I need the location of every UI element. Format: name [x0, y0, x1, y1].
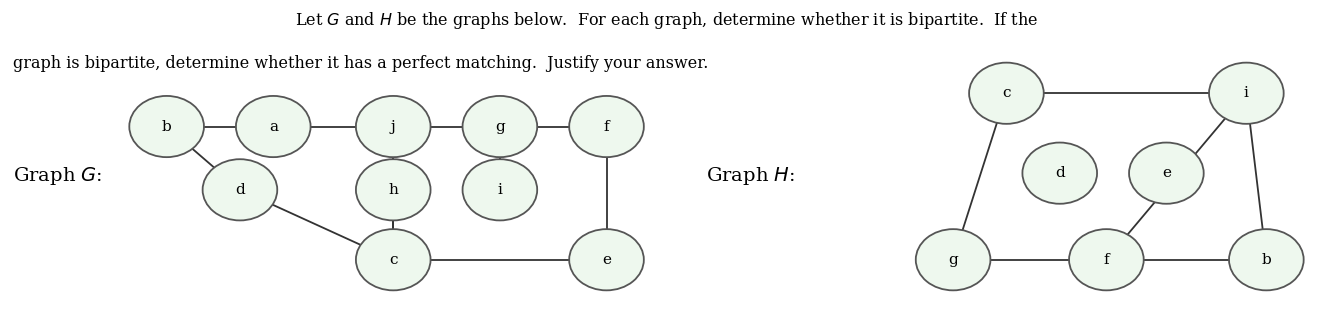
Text: e: e: [603, 253, 611, 267]
Text: f: f: [1104, 253, 1109, 267]
Text: graph is bipartite, determine whether it has a perfect matching.  Justify your a: graph is bipartite, determine whether it…: [13, 55, 709, 72]
Text: c: c: [1002, 86, 1010, 100]
Ellipse shape: [569, 229, 644, 290]
Ellipse shape: [1229, 229, 1304, 290]
Ellipse shape: [969, 63, 1044, 124]
Text: b: b: [161, 120, 172, 134]
Text: d: d: [1054, 166, 1065, 180]
Text: b: b: [1261, 253, 1272, 267]
Text: Graph $G$:: Graph $G$:: [13, 166, 103, 187]
Ellipse shape: [463, 159, 537, 220]
Ellipse shape: [916, 229, 990, 290]
Ellipse shape: [356, 96, 431, 157]
Ellipse shape: [1209, 63, 1284, 124]
Text: Graph $H$:: Graph $H$:: [706, 166, 796, 187]
Text: a: a: [269, 120, 277, 134]
Text: c: c: [389, 253, 397, 267]
Ellipse shape: [236, 96, 311, 157]
Text: d: d: [235, 183, 245, 197]
Text: g: g: [495, 120, 505, 134]
Ellipse shape: [356, 229, 431, 290]
Ellipse shape: [569, 96, 644, 157]
Ellipse shape: [203, 159, 277, 220]
Ellipse shape: [1069, 229, 1144, 290]
Text: i: i: [497, 183, 503, 197]
Ellipse shape: [463, 96, 537, 157]
Ellipse shape: [129, 96, 204, 157]
Text: i: i: [1244, 86, 1249, 100]
Text: h: h: [388, 183, 399, 197]
Text: j: j: [391, 120, 396, 134]
Text: Let $G$ and $H$ be the graphs below.  For each graph, determine whether it is bi: Let $G$ and $H$ be the graphs below. For…: [295, 10, 1038, 31]
Text: g: g: [948, 253, 958, 267]
Ellipse shape: [1022, 143, 1097, 204]
Text: f: f: [604, 120, 609, 134]
Ellipse shape: [1129, 143, 1204, 204]
Text: e: e: [1162, 166, 1170, 180]
Ellipse shape: [356, 159, 431, 220]
